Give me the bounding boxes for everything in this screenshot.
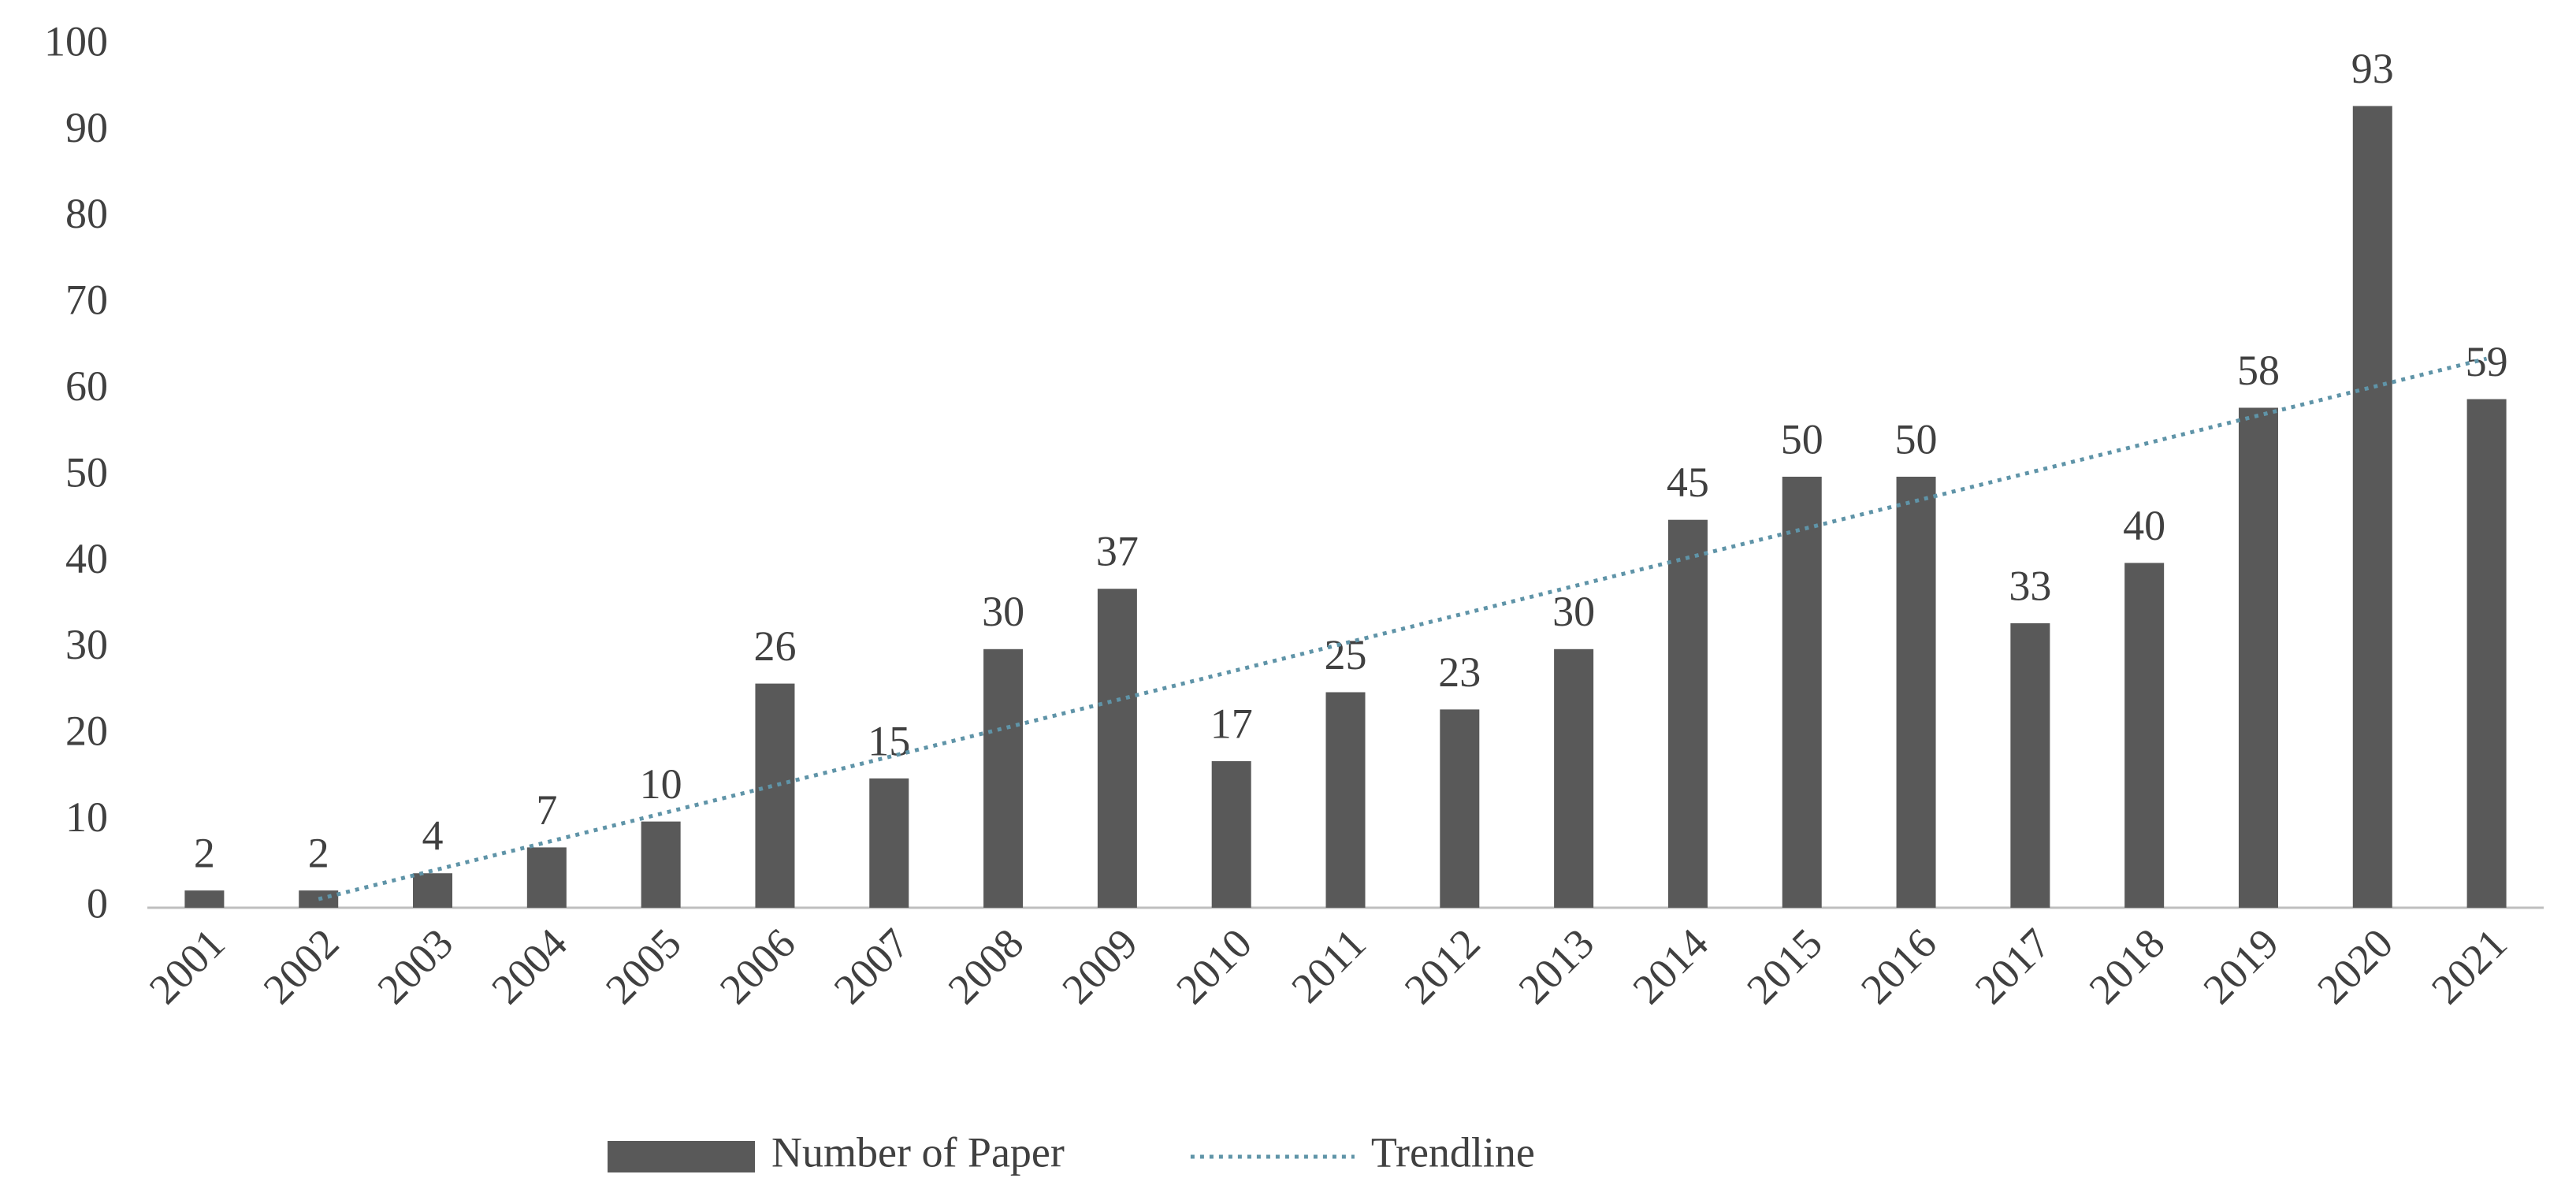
bar [184,890,225,908]
x-tick-label: 2004 [482,920,576,1013]
x-tick-label: 2011 [1282,920,1374,1012]
value-label: 33 [2009,562,2051,609]
y-tick-label: 0 [87,879,108,927]
bar [1782,477,1822,908]
value-label: 93 [2351,45,2394,92]
bar [2238,407,2278,908]
value-label: 10 [640,760,682,808]
x-tick-label: 2020 [2308,920,2402,1013]
value-label: 30 [1552,588,1595,635]
y-tick-label: 50 [65,448,108,496]
x-tick-label: 2001 [140,920,234,1013]
bar [413,873,453,908]
legend-label: Number of Paper [771,1128,1065,1176]
x-tick-label: 2019 [2194,920,2288,1013]
x-tick-label: 2010 [1167,920,1261,1013]
value-label: 7 [536,786,557,834]
y-tick-label: 10 [65,793,108,841]
value-label: 4 [422,812,444,860]
bar [2466,399,2507,908]
bar [1554,648,1594,908]
trend-line [318,356,2488,901]
x-tick-label: 2002 [255,920,348,1013]
value-label: 26 [753,622,796,670]
bar [869,778,909,908]
value-label: 25 [1325,631,1367,678]
value-label: 2 [194,830,215,877]
bar [641,821,681,908]
value-label: 23 [1438,648,1481,696]
bar [1896,477,1936,908]
legend-swatch [608,1141,755,1172]
bar [1325,692,1366,908]
bar [755,683,795,908]
value-label: 50 [1895,415,1938,463]
x-tick-label: 2007 [825,920,919,1013]
x-tick-label: 2016 [1852,920,1946,1013]
bar [2124,563,2165,908]
y-tick-label: 40 [65,535,108,582]
x-tick-label: 2006 [711,920,805,1013]
bar [2352,106,2392,908]
bar [1097,589,1137,908]
value-label: 40 [2123,502,2165,549]
value-label: 37 [1096,528,1139,575]
y-tick-label: 70 [65,277,108,324]
x-tick-label: 2013 [1510,920,1604,1013]
x-tick-label: 2014 [1623,920,1717,1013]
bar [1211,761,1251,908]
x-tick-label: 2009 [1053,920,1147,1013]
bar [1440,709,1480,908]
y-tick-label: 100 [44,17,108,65]
value-label: 17 [1210,700,1253,747]
y-tick-label: 20 [65,708,108,755]
bar [526,847,567,908]
value-label: 59 [2466,338,2508,385]
y-tick-label: 30 [65,621,108,668]
y-tick-label: 80 [65,190,108,237]
value-label: 2 [308,830,329,877]
x-tick-label: 2012 [1396,920,1489,1013]
x-tick-label: 2008 [939,920,1033,1013]
bar [1667,519,1708,908]
value-label: 50 [1781,415,1823,463]
x-tick-label: 2021 [2422,920,2516,1013]
value-label: 58 [2237,347,2280,394]
legend-label: Trendline [1371,1128,1535,1176]
x-tick-label: 2015 [1738,920,1831,1013]
x-tick-label: 2003 [368,920,462,1013]
x-tick-label: 2005 [597,920,690,1013]
bar [983,648,1024,908]
value-label: 30 [982,588,1024,635]
x-tick-label: 2018 [2080,920,2174,1013]
x-tick-label: 2017 [1966,920,2060,1013]
bar [2010,622,2050,908]
y-tick-label: 60 [65,362,108,410]
value-label: 45 [1667,459,1709,506]
y-tick-label: 90 [65,104,108,151]
